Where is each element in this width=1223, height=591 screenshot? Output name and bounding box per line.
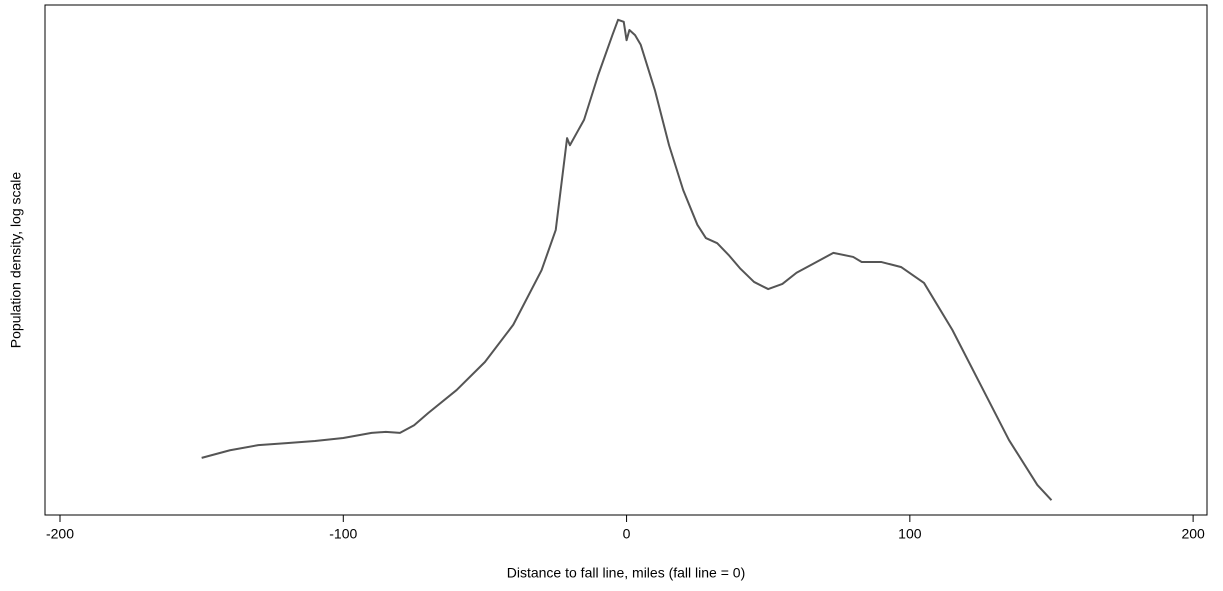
x-axis-label: Distance to fall line, miles (fall line …	[507, 565, 746, 581]
data-line	[201, 18, 1053, 501]
x-tick-label: 200	[1181, 526, 1205, 542]
x-tick-label: 0	[623, 526, 631, 542]
x-tick-label: 100	[898, 526, 922, 542]
x-tick-label: -200	[46, 526, 74, 542]
plot-frame	[44, 4, 1208, 516]
y-axis-label: Population density, log scale	[8, 172, 24, 349]
x-tick-label: -100	[329, 526, 357, 542]
